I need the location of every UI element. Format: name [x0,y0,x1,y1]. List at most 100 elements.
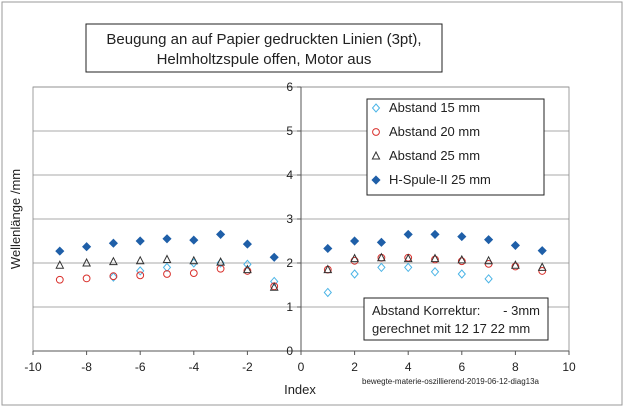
data-point [538,267,547,275]
data-point [136,271,145,280]
legend-marker [371,150,381,160]
data-point [484,235,494,245]
x-tick-label: -2 [242,360,253,374]
x-tick-label: -10 [24,360,42,374]
data-point [537,246,547,256]
data-point [189,235,199,245]
data-point [269,282,279,291]
chart-title-line-1: Beugung an auf Papier gedruckten Linien … [106,31,421,48]
data-point [109,272,118,281]
data-point [163,270,171,278]
legend-marker [371,175,381,185]
data-point [162,234,172,244]
data-point [457,254,467,264]
legend-label: H-Spule-II 25 mm [389,172,491,187]
annotation-label: Abstand Korrektur: [372,303,480,318]
legend-items: Abstand 15 mm Abstand 20 mm Abstand 25 mm H… [371,100,491,187]
data-point [55,275,64,284]
data-point [82,257,92,267]
data-point [510,260,520,269]
y-tick-label: 0 [286,344,293,358]
x-tick-labels: -10 -8 -6 -4 -2 0 2 4 6 8 10 [24,360,576,374]
y-tick-label: 5 [286,124,293,138]
data-point [537,262,547,271]
legend-marker [371,103,381,113]
data-point [484,255,494,265]
data-point [510,240,520,250]
x-tick-label: -6 [135,360,146,374]
annotation-value: - 3mm [503,303,540,318]
data-point [457,257,466,266]
data-point [242,264,252,274]
x-tick-label: 8 [512,360,519,374]
data-point [216,257,226,266]
data-point [269,252,279,262]
data-point [430,267,440,277]
data-point [243,259,252,270]
x-tick-label: -4 [188,360,199,374]
x-tick-label: 2 [351,360,358,374]
data-point [189,269,198,278]
data-point [350,236,360,246]
y-tick-label: 2 [286,256,293,270]
data-point [109,272,118,282]
data-point [136,266,145,276]
data-point [82,274,91,283]
annotation-line-2: gerechnet mit 12 17 22 mm [372,321,530,336]
data-point [404,262,413,273]
chart-title-line-2: Helmholtzspule offen, Motor aus [157,51,372,68]
data-point [216,229,226,239]
data-point [323,264,333,274]
legend-marker [372,128,380,136]
title-box [85,23,443,73]
data-point [323,243,333,254]
data-point [242,239,252,249]
data-point [82,242,92,252]
data-point [189,255,199,265]
x-axis-label: Index [284,382,316,397]
data-point [55,246,65,256]
axes [32,86,570,355]
y-tick-label: 3 [286,212,293,226]
legend-label: Abstand 20 mm [389,124,480,139]
data-point [108,238,118,248]
x-tick-label: 0 [298,360,305,374]
data-point [484,274,493,284]
y-tick-label: 1 [286,300,293,314]
data-point [135,236,145,246]
series-1 [109,258,493,298]
data-point [162,254,172,263]
legend-label: Abstand 25 mm [389,148,480,163]
data-point [350,269,359,279]
data-point [376,237,386,247]
data-point [403,253,413,263]
y-tick-label: 6 [286,80,293,94]
legend [366,98,545,196]
y-axis-label: Wellenlänge /mm [8,169,23,269]
data-point [108,256,118,266]
series-4 [55,229,547,262]
annotation-box [363,297,549,341]
data-points [55,229,547,298]
y-tick-label: 4 [286,168,293,182]
data-point [135,255,145,265]
data-point [323,287,332,298]
data-point [162,262,172,273]
legend-label: Abstand 15 mm [389,100,480,115]
x-tick-label: 4 [405,360,412,374]
series-3 [55,252,547,291]
y-tick-labels: 0 1 2 3 4 5 6 [286,80,293,358]
x-tick-label: 6 [458,360,465,374]
data-point [55,260,65,269]
source-watermark: bewegte-materie-oszillierend-2019-06-12-… [362,377,540,386]
data-point [511,262,520,271]
data-point [430,253,440,263]
data-point [270,276,279,287]
data-point [350,253,360,263]
data-point [430,229,440,239]
data-point [377,262,386,273]
data-point [431,255,439,264]
data-point [457,232,467,242]
x-tick-label: 10 [562,360,576,374]
